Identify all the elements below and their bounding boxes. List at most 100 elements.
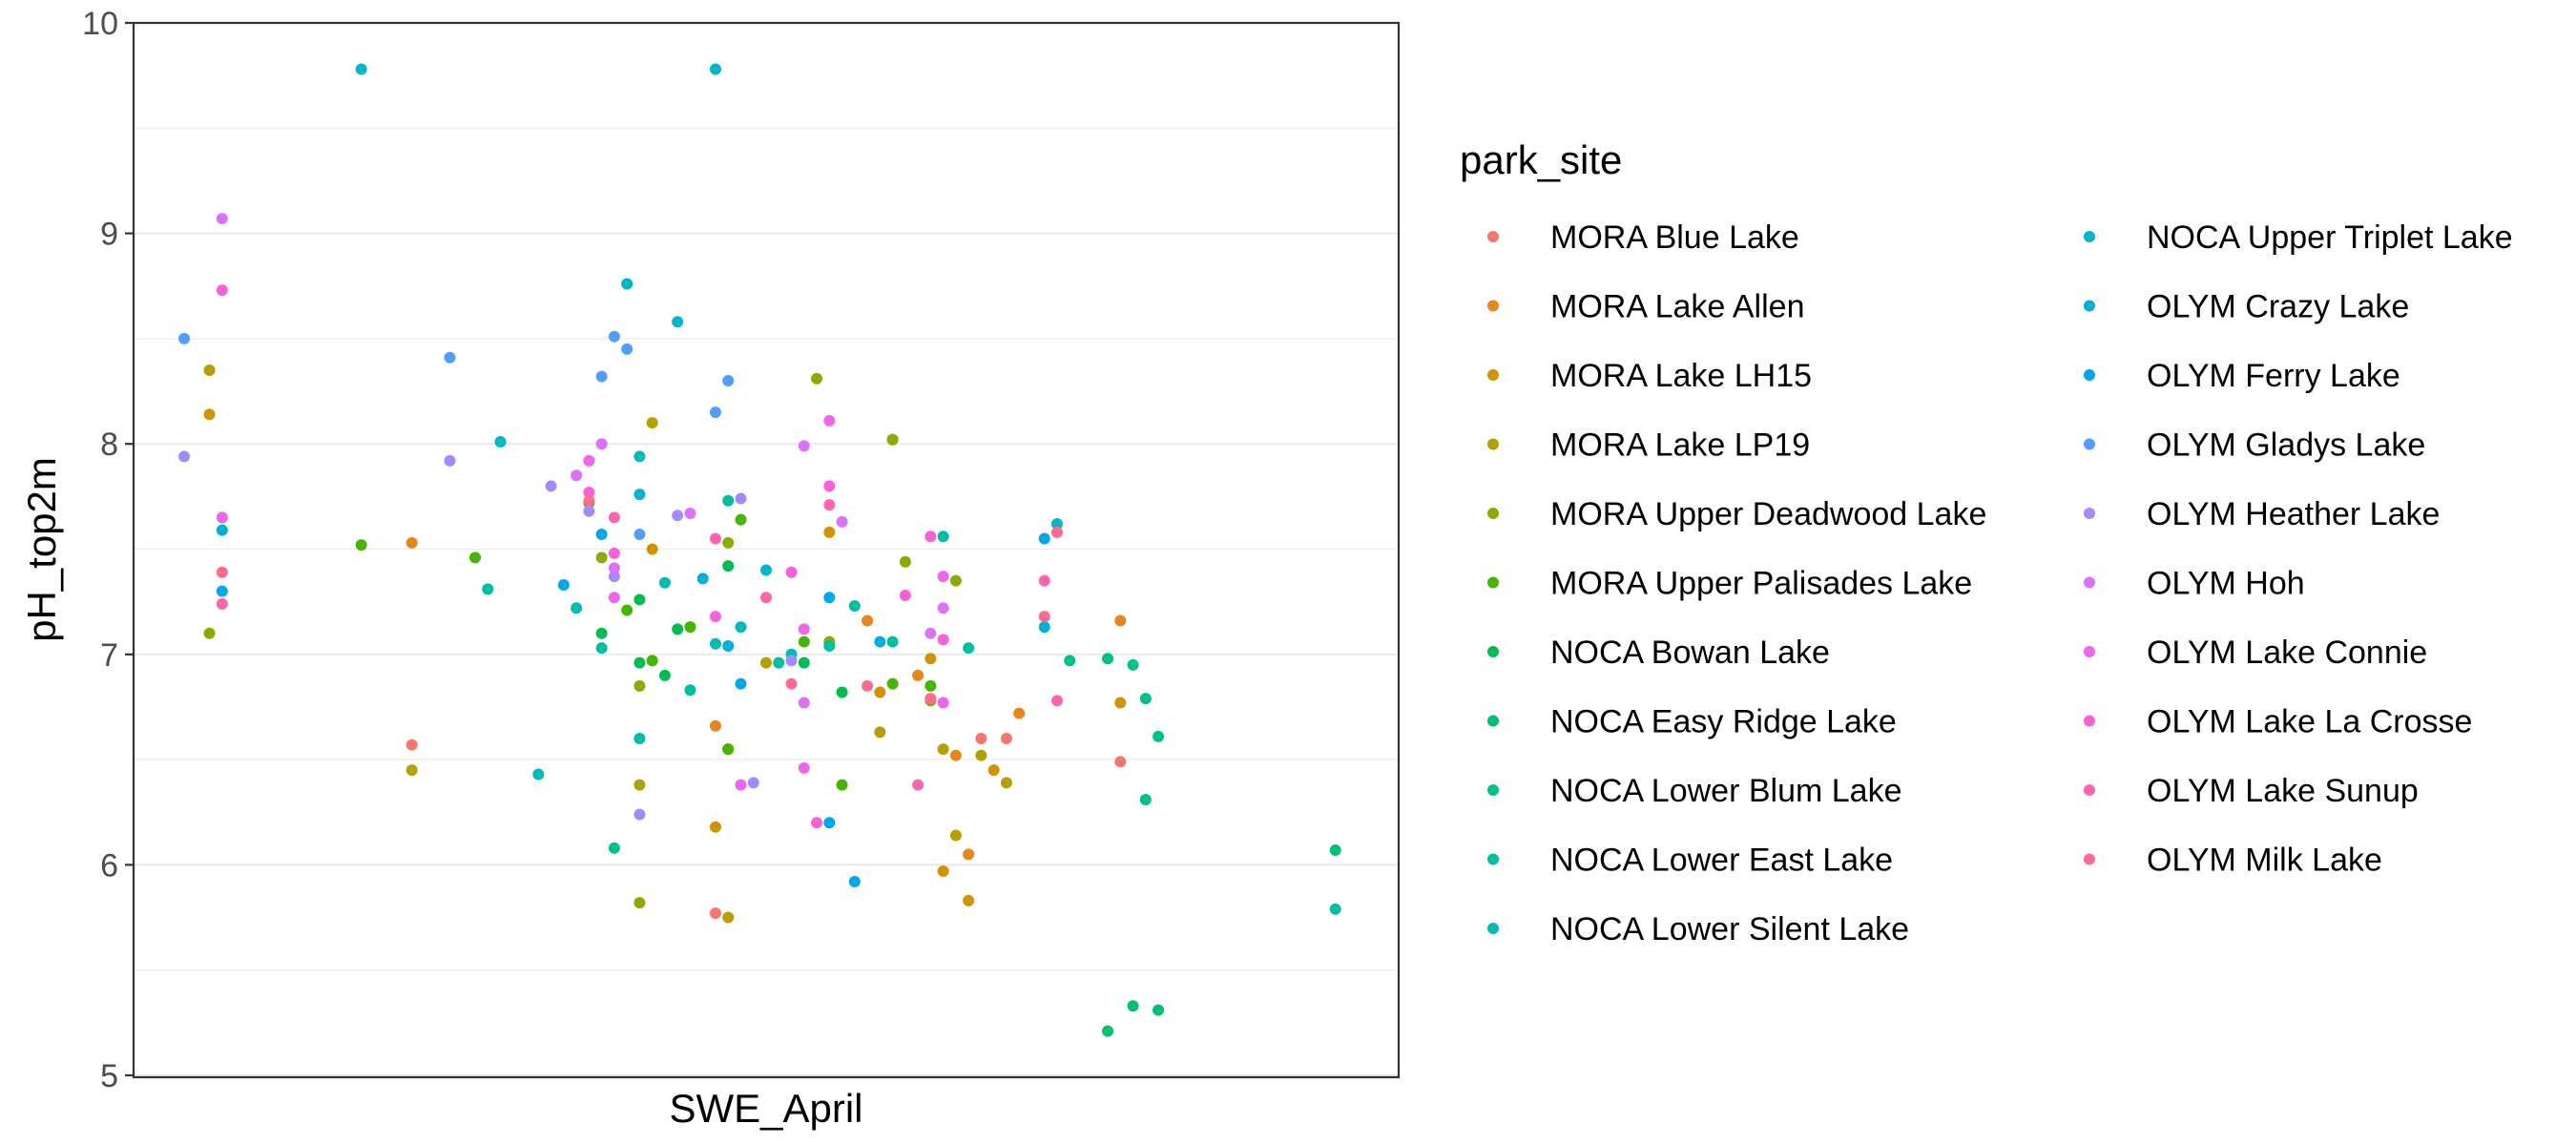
- point-noca-upper-triplet-lake: [709, 63, 721, 75]
- y-tick-label: 10: [82, 6, 118, 42]
- point-olym-milk-lake: [924, 693, 937, 705]
- point-mora-upper-palisades-lake: [355, 539, 367, 552]
- point-mora-lake-lp19: [937, 743, 949, 756]
- legend-label-noca-easy-ridge-lake: NOCA Easy Ridge Lake: [1550, 704, 1897, 740]
- point-olym-lake-la-crosse: [709, 611, 721, 623]
- point-olym-hoh: [595, 438, 608, 450]
- point-olym-lake-sunup: [823, 499, 836, 511]
- point-noca-lower-east-lake: [1329, 903, 1341, 915]
- point-noca-bowan-lake: [595, 627, 608, 639]
- point-noca-bowan-lake: [634, 656, 646, 669]
- point-noca-lower-blum-lake: [1064, 655, 1076, 667]
- legend-key-olym-milk-lake: [2084, 853, 2095, 865]
- point-mora-lake-allen: [862, 614, 874, 627]
- plot-panel-border: [132, 21, 1401, 1079]
- point-noca-lower-east-lake: [482, 583, 494, 595]
- point-olym-ferry-lake: [735, 677, 747, 690]
- legend-label-mora-upper-deadwood-lake: MORA Upper Deadwood Lake: [1550, 496, 1986, 532]
- point-noca-bowan-lake: [658, 669, 671, 681]
- point-olym-lake-connie: [937, 571, 949, 583]
- point-mora-upper-palisades-lake: [469, 552, 482, 564]
- point-mora-lake-allen: [405, 536, 418, 549]
- point-mora-lake-lp19: [405, 764, 418, 777]
- point-olym-lake-la-crosse: [899, 590, 911, 602]
- legend-key-mora-lake-allen: [1487, 300, 1499, 312]
- point-mora-lake-lh15: [823, 526, 836, 538]
- point-olym-lake-sunup: [1050, 695, 1063, 707]
- point-olym-gladys-lake: [444, 351, 456, 364]
- point-noca-lower-blum-lake: [1139, 794, 1152, 806]
- point-olym-ferry-lake: [823, 592, 836, 604]
- legend-key-mora-blue-lake: [1487, 231, 1499, 242]
- point-mora-upper-palisades-lake: [621, 604, 634, 616]
- point-olym-crazy-lake: [696, 572, 709, 585]
- point-noca-upper-triplet-lake: [672, 316, 684, 328]
- legend-key-noca-easy-ridge-lake: [1487, 715, 1499, 727]
- point-olym-crazy-lake: [216, 524, 228, 536]
- point-olym-ferry-lake: [848, 876, 861, 888]
- point-olym-lake-sunup: [608, 511, 620, 524]
- point-noca-easy-ridge-lake: [1102, 1025, 1114, 1037]
- point-mora-upper-palisades-lake: [924, 679, 937, 692]
- point-olym-crazy-lake: [722, 639, 735, 652]
- point-mora-blue-lake: [1114, 756, 1127, 768]
- point-mora-lake-lh15: [646, 543, 658, 555]
- point-olym-gladys-lake: [709, 406, 721, 419]
- point-noca-lower-blum-lake: [1102, 653, 1114, 665]
- point-olym-heather-lake: [608, 571, 620, 583]
- point-olym-heather-lake: [583, 505, 595, 517]
- point-olym-lake-sunup: [216, 597, 228, 610]
- legend-label-olym-lake-sunup: OLYM Lake Sunup: [2147, 773, 2419, 809]
- point-olym-lake-connie: [798, 623, 810, 635]
- point-mora-lake-lp19: [949, 829, 962, 842]
- legend-label-noca-lower-east-lake: NOCA Lower East Lake: [1550, 843, 1893, 879]
- legend-items: MORA Blue Lake MORA Lake Allen MORA Lake L…: [1487, 219, 2513, 947]
- point-noca-easy-ridge-lake: [1127, 1000, 1139, 1012]
- point-olym-ferry-lake: [1038, 532, 1050, 545]
- grid-lines: [134, 21, 1399, 1077]
- point-olym-crazy-lake: [1038, 621, 1050, 634]
- legend-label-mora-lake-lh15: MORA Lake LH15: [1550, 358, 1812, 394]
- point-olym-hoh: [571, 469, 583, 482]
- point-noca-lower-silent-lake: [634, 450, 646, 463]
- legend-key-noca-upper-triplet-lake: [2084, 231, 2095, 242]
- legend-key-olym-lake-sunup: [2084, 784, 2095, 796]
- point-mora-upper-deadwood-lake: [899, 555, 911, 568]
- point-noca-upper-triplet-lake: [355, 63, 367, 75]
- legend-key-mora-upper-deadwood-lake: [1487, 508, 1499, 519]
- point-mora-blue-lake: [975, 733, 987, 745]
- legend-label-olym-lake-la-crosse: OLYM Lake La Crosse: [2147, 704, 2472, 740]
- point-noca-bowan-lake: [722, 560, 735, 572]
- legend-label-mora-lake-allen: MORA Lake Allen: [1550, 289, 1804, 325]
- point-olym-gladys-lake: [608, 330, 620, 343]
- point-mora-lake-lh15: [937, 865, 949, 878]
- point-mora-upper-palisades-lake: [886, 677, 899, 690]
- point-olym-lake-connie: [823, 414, 836, 427]
- point-olym-heather-lake: [545, 480, 557, 492]
- point-noca-lower-east-lake: [823, 639, 836, 652]
- point-mora-lake-allen: [1114, 614, 1127, 627]
- point-noca-upper-triplet-lake: [1050, 518, 1063, 531]
- point-mora-lake-lh15: [987, 764, 1000, 777]
- legend-title: park_site: [1460, 137, 1622, 182]
- point-olym-hoh: [924, 627, 937, 639]
- point-mora-lake-lp19: [874, 726, 886, 739]
- data-points: [178, 63, 1341, 1037]
- point-olym-milk-lake: [1050, 526, 1063, 538]
- legend-label-noca-upper-triplet-lake: NOCA Upper Triplet Lake: [2147, 219, 2513, 256]
- point-olym-lake-la-crosse: [811, 817, 823, 829]
- point-noca-lower-blum-lake: [1139, 693, 1152, 705]
- point-olym-ferry-lake: [823, 817, 836, 829]
- point-olym-hoh: [798, 697, 810, 709]
- point-olym-milk-lake: [785, 677, 798, 690]
- point-mora-blue-lake: [405, 739, 418, 751]
- point-mora-upper-deadwood-lake: [203, 627, 216, 639]
- point-olym-lake-la-crosse: [583, 486, 595, 498]
- point-noca-lower-silent-lake: [532, 768, 545, 781]
- point-noca-lower-east-lake: [848, 600, 861, 613]
- point-mora-lake-lp19: [646, 417, 658, 429]
- point-olym-lake-la-crosse: [924, 531, 937, 543]
- point-noca-lower-east-lake: [886, 635, 899, 648]
- point-mora-lake-allen: [949, 749, 962, 761]
